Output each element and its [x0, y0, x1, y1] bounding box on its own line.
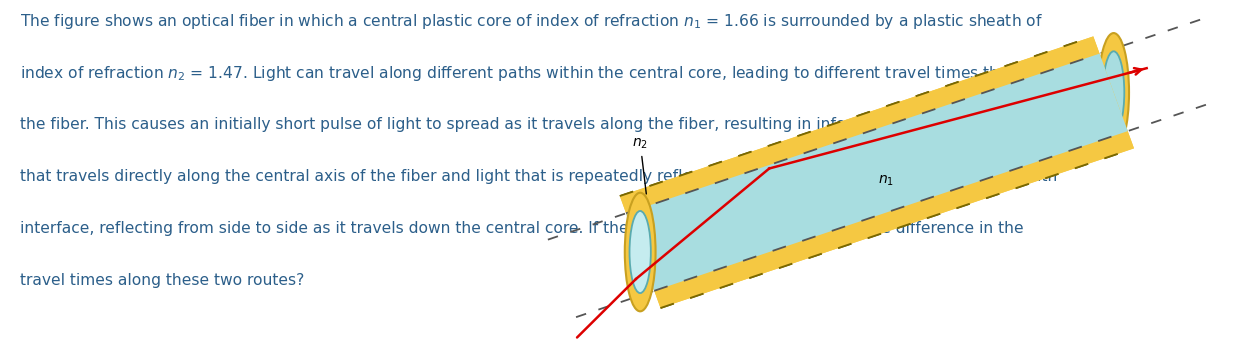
- Text: $n_1$: $n_1$: [878, 173, 894, 188]
- Polygon shape: [626, 54, 1128, 291]
- Text: interface, reflecting from side to side as it travels down the central core. If : interface, reflecting from side to side …: [20, 221, 1023, 236]
- Text: index of refraction $n_2$ = 1.47. Light can travel along different paths within : index of refraction $n_2$ = 1.47. Light …: [20, 64, 1044, 83]
- Polygon shape: [626, 54, 1128, 291]
- Ellipse shape: [1099, 33, 1129, 152]
- Ellipse shape: [1104, 51, 1124, 133]
- Text: $n_2$: $n_2$: [633, 137, 649, 194]
- Polygon shape: [620, 36, 1134, 308]
- Ellipse shape: [625, 193, 656, 311]
- Text: the fiber. This causes an initially short pulse of light to spread as it travels: the fiber. This causes an initially shor…: [20, 117, 1058, 132]
- Text: that travels directly along the central axis of the fiber and light that is repe: that travels directly along the central …: [20, 169, 1057, 184]
- Ellipse shape: [630, 211, 651, 293]
- Text: The figure shows an optical fiber in which a central plastic core of index of re: The figure shows an optical fiber in whi…: [20, 12, 1043, 31]
- Text: travel times along these two routes?: travel times along these two routes?: [20, 273, 305, 288]
- Polygon shape: [620, 36, 1134, 308]
